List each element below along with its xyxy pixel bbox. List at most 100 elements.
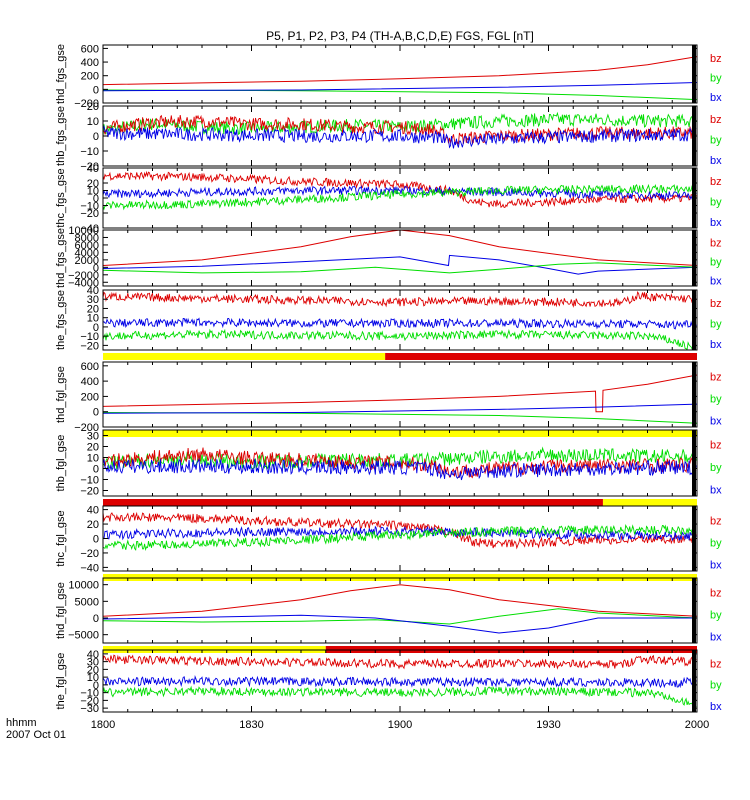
series-by-line	[103, 328, 697, 350]
series-bx-line	[103, 82, 697, 92]
series-by-line	[103, 685, 697, 712]
y-tick-label: −10	[80, 146, 99, 158]
panel-6: −200 0 200 400 600 thd_fgl_gse bz by bx	[55, 361, 722, 437]
x-tick-label: 1930	[536, 719, 560, 731]
legend-by: by	[710, 537, 722, 549]
y-axis-label: thc_fgs_gse	[55, 168, 67, 227]
y-tick-label: −10	[80, 201, 99, 213]
series-bz-line	[103, 584, 697, 617]
panel-frame	[102, 229, 698, 287]
y-tick-label: 0	[93, 193, 99, 205]
y-tick-label: 0	[93, 131, 99, 143]
panel-frame	[102, 577, 698, 644]
y-axis-label: the_fgs_gse	[55, 290, 67, 350]
legend-by: by	[710, 462, 722, 474]
y-tick-label: −10	[80, 475, 99, 487]
y-tick-label: 0	[93, 262, 99, 274]
legend-bx: bx	[710, 275, 722, 287]
y-tick-label: 600	[81, 43, 99, 55]
y-tick-label: 10000	[68, 580, 99, 592]
legend-by: by	[710, 319, 722, 331]
x-tick-label: 1900	[388, 719, 412, 731]
series-by-line	[103, 183, 697, 211]
y-tick-label: −20	[80, 208, 99, 220]
legend-bz: bz	[710, 587, 722, 599]
edge-marker	[692, 106, 696, 166]
series-bx-line	[103, 185, 697, 202]
time-label: hhmm	[6, 717, 37, 729]
series-by-line	[103, 524, 697, 552]
legend-bx: bx	[710, 416, 722, 428]
y-tick-label: 0	[93, 613, 99, 625]
y-tick-label: 20	[87, 178, 99, 190]
y-tick-label: −200	[74, 98, 99, 110]
edge-marker	[692, 430, 696, 496]
series-by-line	[103, 608, 697, 625]
flag-bar-red	[385, 353, 697, 360]
series-bz-line	[103, 654, 697, 670]
y-tick-label: −5000	[68, 630, 99, 642]
legend-bz: bz	[710, 298, 722, 310]
legend-bz: bz	[710, 371, 722, 383]
legend-bz: bz	[710, 53, 722, 65]
flag-bar-yellow	[602, 499, 697, 506]
edge-marker	[692, 578, 696, 643]
panel-2: −20 −10 0 10 20 thb_fgs_gse bz by bx	[55, 101, 722, 173]
y-tick-label: 600	[81, 361, 99, 373]
y-axis-label: thd_fgs_gse	[55, 44, 67, 104]
edge-marker	[692, 506, 696, 571]
y-tick-label: 30	[87, 294, 99, 306]
y-tick-label: −10	[80, 688, 99, 700]
series-bx-line	[103, 614, 697, 634]
legend-bx: bx	[710, 339, 722, 351]
y-axis-label: the_fgl_gse	[55, 653, 67, 710]
y-tick-label: 0	[93, 322, 99, 334]
series-bz-line	[103, 170, 697, 209]
legend-by: by	[710, 135, 722, 147]
y-tick-label: 10	[87, 672, 99, 684]
chart-title: P5, P1, P2, P3, P4 (TH-A,B,C,D,E) FGS, F…	[266, 29, 534, 43]
y-tick-label: −4000	[68, 277, 99, 289]
y-tick-label: 40	[87, 505, 99, 517]
y-tick-label: −200	[74, 422, 99, 434]
y-tick-label: 30	[87, 657, 99, 669]
y-tick-label: 200	[81, 71, 99, 83]
edge-marker	[692, 290, 696, 350]
y-tick-label: 0	[93, 534, 99, 546]
y-axis-label: thd_fgl_gse	[55, 366, 67, 423]
y-tick-label: −40	[80, 223, 99, 235]
y-tick-label: 5000	[75, 596, 99, 608]
y-tick-label: 400	[81, 57, 99, 69]
x-tick-label: 1830	[239, 719, 263, 731]
series-bz-line	[103, 511, 697, 550]
series-bx-line	[103, 317, 697, 330]
legend-bz: bz	[710, 659, 722, 671]
y-axis-label: thb_fgl_gse	[55, 435, 67, 492]
y-tick-label: 20	[87, 303, 99, 315]
series-bz-line	[103, 114, 697, 145]
legend-bz: bz	[710, 515, 722, 527]
flag-bar-red	[103, 499, 603, 506]
legend-by: by	[710, 197, 722, 209]
y-tick-label: 2000	[75, 255, 99, 267]
y-tick-label: −40	[80, 562, 99, 574]
flag-bar-yellow	[103, 353, 386, 360]
legend-bz: bz	[710, 440, 722, 452]
y-tick-label: 200	[81, 391, 99, 403]
y-tick-label: 10	[87, 116, 99, 128]
y-tick-label: 40	[87, 285, 99, 297]
legend-by: by	[710, 680, 722, 692]
legend-by: by	[710, 393, 722, 405]
y-tick-label: 40	[87, 649, 99, 661]
edge-marker	[692, 45, 696, 103]
y-tick-label: 0	[93, 464, 99, 476]
y-tick-label: 10	[87, 313, 99, 325]
series-by-line	[103, 262, 697, 274]
legend-bz: bz	[710, 114, 722, 126]
